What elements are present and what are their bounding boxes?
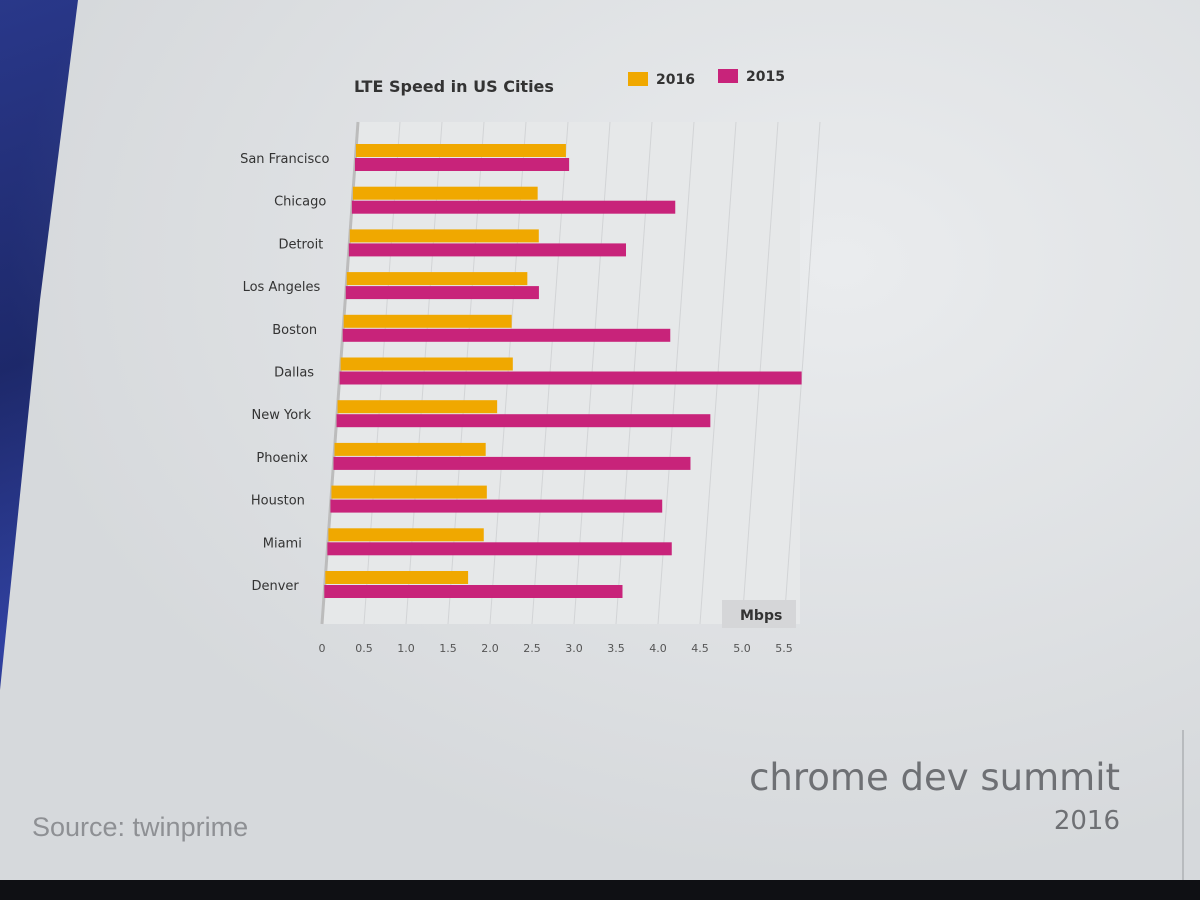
bar-2016-phoenix [334,442,486,456]
legend-label-2016: 2016 [656,72,695,88]
bar-2015-phoenix [333,456,691,470]
category-label: Dallas [274,366,314,381]
grid-line [783,121,821,625]
x-tick-label: 5.0 [733,642,751,655]
bar-2015-boston [342,328,671,342]
category-label: Denver [251,579,299,594]
x-tick-label: 0.5 [355,642,373,655]
bar-2015-denver [324,585,623,598]
bar-2016-boston [343,314,512,328]
x-tick-label: 0 [319,642,326,655]
bar-2016-new-york [337,400,498,414]
category-label: Boston [272,323,317,338]
x-axis-unit-box [722,600,796,628]
bar-2016-denver [325,571,469,584]
bar-2015-chicago [351,200,676,214]
bar-2016-chicago [352,186,538,200]
bar-2015-dallas [339,371,802,385]
legend-swatch-2015 [718,69,738,83]
x-tick-label: 3.5 [607,642,625,655]
x-tick-label: 2.0 [481,642,499,655]
source-caption: Source: twinprime [32,812,249,842]
bar-2016-dallas [340,357,513,371]
x-tick-label: 1.5 [439,642,457,655]
x-tick-labels: 0 0.5 1.0 1.5 2.0 2.5 3.0 3.5 4.0 4.5 5.0 5.5 [319,642,793,655]
category-label: New York [252,408,312,423]
x-tick-label: 3.0 [565,642,583,655]
bar-2016-detroit [349,229,539,243]
x-tick-label: 1.0 [397,642,415,655]
x-tick-label: 4.0 [649,642,667,655]
category-label: Los Angeles [243,280,321,295]
bar-2015-detroit [348,243,626,257]
bar-2015-miami [327,542,672,556]
event-year: 2016 [1053,806,1120,836]
x-tick-label: 2.5 [523,642,541,655]
bar-2015-san-francisco [354,158,570,171]
bar-2016-houston [331,485,487,499]
bar-2016-miami [328,528,484,542]
category-labels: San Francisco Chicago Detroit Los Angeles Bo… [240,152,329,594]
category-label: Houston [251,494,305,509]
event-name: chrome dev summit [749,756,1120,799]
x-tick-label: 4.5 [691,642,709,655]
room-background-bottom [0,878,1200,900]
category-label: San Francisco [240,152,329,167]
chart-title: LTE Speed in US Cities [354,77,554,96]
bar-2015-houston [330,499,663,513]
category-label: Detroit [278,237,323,252]
x-axis-label: Mbps [740,608,782,624]
bar-2015-new-york [336,414,711,428]
category-label: Chicago [274,195,326,210]
screen-edge [1182,730,1184,880]
category-label: Miami [263,536,302,551]
legend: 2016 2015 [628,69,785,88]
legend-label-2015: 2015 [746,69,785,85]
legend-swatch-2016 [628,72,648,86]
category-label: Phoenix [256,451,308,466]
bar-2016-san-francisco [355,144,566,157]
bar-2015-los-angeles [345,286,539,300]
bars [324,144,802,598]
x-tick-label: 5.5 [775,642,793,655]
bar-2016-los-angeles [346,272,528,286]
